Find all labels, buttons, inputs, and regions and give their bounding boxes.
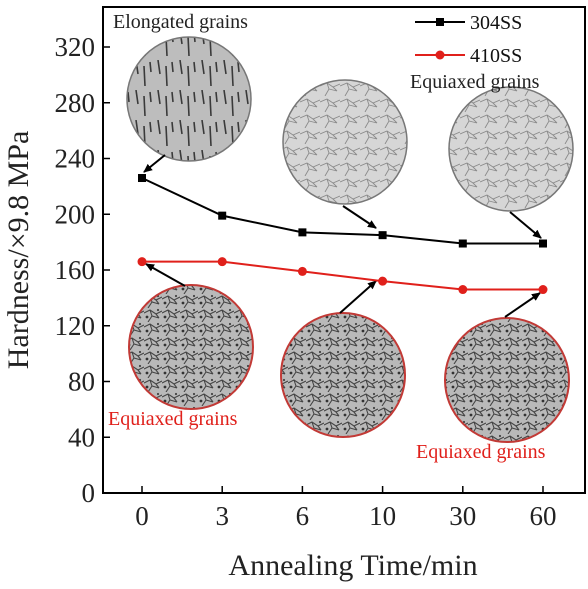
y-tick-label: 280	[55, 88, 96, 118]
x-tick-label: 30	[449, 501, 476, 531]
y-axis-title: Hardness/×9.8 MPa	[2, 131, 35, 370]
micrograph-304ss-60min	[448, 86, 574, 212]
legend-marker-304ss	[436, 18, 444, 26]
data-point-410ss	[538, 285, 548, 295]
annotation-equiaxed-grains-304ss: Equiaxed grains	[410, 71, 540, 93]
x-tick-label: 3	[215, 501, 229, 531]
series-layer	[137, 174, 548, 295]
y-tick-label: 320	[55, 32, 96, 62]
micrograph-insets	[126, 36, 574, 443]
y-tick-label: 120	[55, 311, 96, 341]
legend: 304SS 410SS	[415, 12, 522, 67]
data-point-304ss	[218, 211, 227, 220]
data-point-410ss	[378, 276, 388, 286]
x-axis-title: Annealing Time/min	[228, 549, 477, 582]
annotation-equiaxed-grains-410ss-left: Equiaxed grains	[108, 408, 238, 430]
micrograph-410ss-10min	[280, 312, 406, 438]
annotations: Elongated grains Equiaxed grains Equiaxe…	[108, 11, 546, 463]
data-point-304ss	[378, 231, 387, 240]
arrow-to-410ss-10	[339, 280, 377, 314]
x-axis-ticks: 0 3 6 10 30 60	[135, 486, 557, 531]
arrow-to-410ss-60	[504, 292, 541, 318]
x-tick-label: 60	[530, 501, 557, 531]
x-tick-label: 6	[296, 501, 310, 531]
y-tick-label: 80	[68, 367, 95, 397]
data-point-304ss	[539, 239, 547, 248]
arrow-to-304ss-0	[143, 154, 166, 173]
arrow-to-304ss-60	[509, 211, 542, 239]
annotation-elongated-grains: Elongated grains	[113, 11, 248, 33]
data-point-304ss	[298, 228, 307, 237]
y-tick-label: 40	[68, 422, 95, 452]
data-point-410ss	[217, 257, 227, 267]
data-point-304ss	[458, 239, 467, 248]
legend-marker-410ss	[435, 50, 445, 60]
y-tick-label: 0	[82, 478, 96, 508]
y-axis-ticks: 0 40 80 120 160 200 240 280 320	[55, 32, 110, 508]
micrograph-304ss-0min	[126, 36, 252, 162]
micrograph-410ss-0min	[128, 284, 254, 410]
x-tick-label: 0	[135, 501, 149, 531]
data-point-304ss	[138, 174, 146, 183]
micrograph-410ss-60min	[444, 317, 570, 443]
arrow-to-410ss-0	[145, 263, 186, 287]
legend-label-304ss: 304SS	[470, 12, 522, 34]
data-point-410ss	[297, 266, 307, 276]
data-point-410ss	[137, 257, 147, 267]
annotation-equiaxed-grains-410ss-right: Equiaxed grains	[416, 441, 546, 463]
series-line-304ss	[141, 177, 543, 245]
micrograph-304ss-10min	[282, 79, 408, 205]
x-tick-label: 10	[369, 501, 396, 531]
data-point-410ss	[458, 285, 468, 295]
plot-frame	[102, 6, 586, 494]
arrow-to-304ss-10	[342, 205, 377, 229]
series-line-410ss	[142, 260, 543, 291]
y-tick-label: 200	[55, 199, 96, 229]
y-tick-label: 240	[55, 144, 96, 174]
pointer-arrows	[143, 154, 542, 318]
legend-label-410ss: 410SS	[470, 45, 522, 67]
y-tick-label: 160	[55, 255, 96, 285]
axes: 0 40 80 120 160 200 240 280 320 0 3 6 10 30 60	[55, 6, 586, 531]
